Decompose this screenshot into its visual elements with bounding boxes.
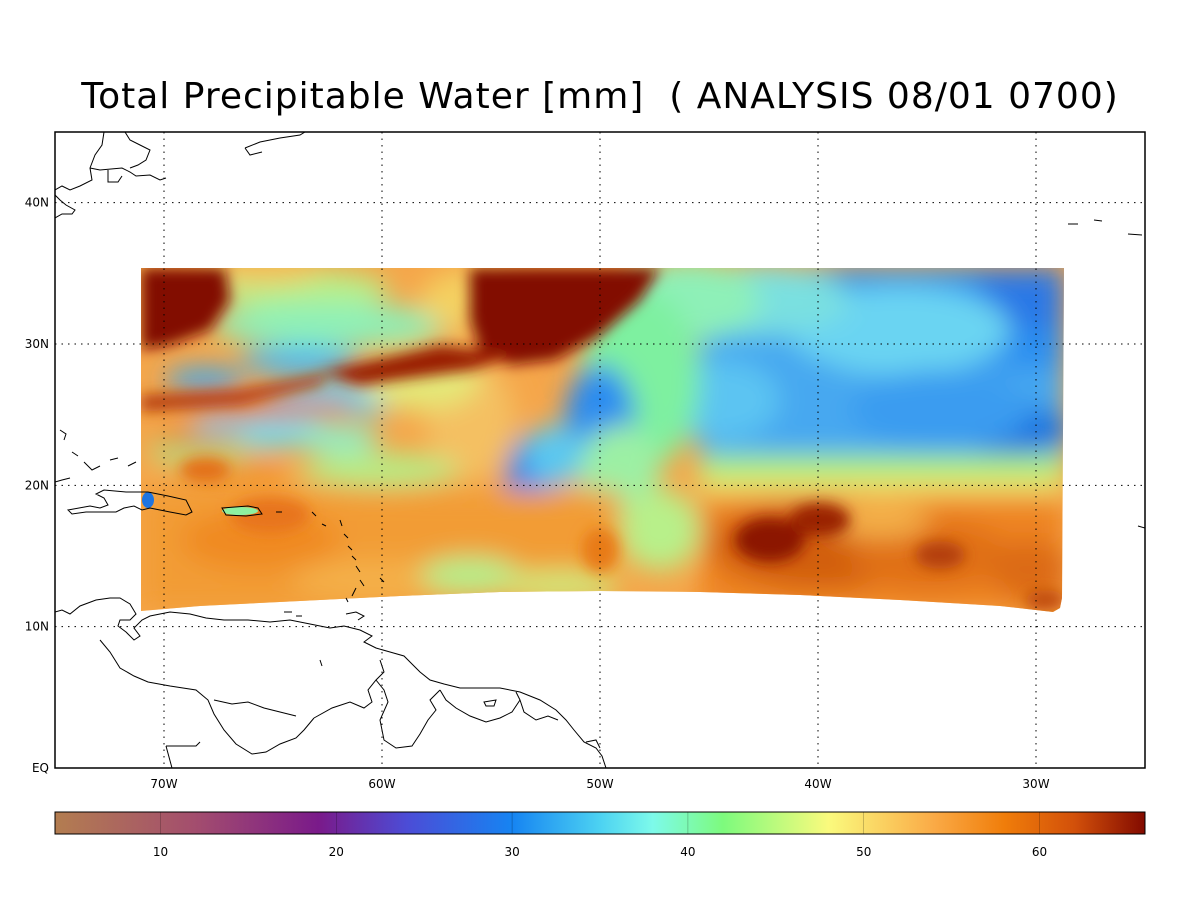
lon-tick-label: 40W: [804, 777, 831, 791]
colorbar-tick-label: 20: [329, 845, 344, 859]
colorbar-tick-label: 50: [856, 845, 871, 859]
colorbar-tick-label: 40: [680, 845, 695, 859]
tpw-field: [141, 268, 1064, 612]
lon-tick-label: 60W: [368, 777, 395, 791]
colorbar-tick-label: 30: [504, 845, 519, 859]
colorbar: [54, 811, 1146, 835]
lon-tick-label: 50W: [586, 777, 613, 791]
lat-tick-label: 40N: [25, 196, 49, 210]
lon-tick-label: 70W: [150, 777, 177, 791]
lat-tick-label: 20N: [25, 478, 49, 492]
lat-tick-label: 30N: [25, 337, 49, 351]
latitude-labels: EQ 10N 20N 30N 40N: [25, 196, 49, 775]
colorbar-tick-label: 10: [153, 845, 168, 859]
lon-tick-label: 30W: [1022, 777, 1049, 791]
longitude-labels: 70W 60W 50W 40W 30W: [150, 777, 1049, 791]
lat-tick-label: 10N: [25, 620, 49, 634]
chart-title: Total Precipitable Water [mm] ( ANALYSIS…: [81, 76, 1119, 117]
colorbar-tick-label: 60: [1032, 845, 1047, 859]
coastlines: [55, 132, 1145, 768]
colorbar-ticks: 10 20 30 40 50 60: [153, 812, 1047, 859]
lat-tick-label: EQ: [32, 761, 49, 775]
